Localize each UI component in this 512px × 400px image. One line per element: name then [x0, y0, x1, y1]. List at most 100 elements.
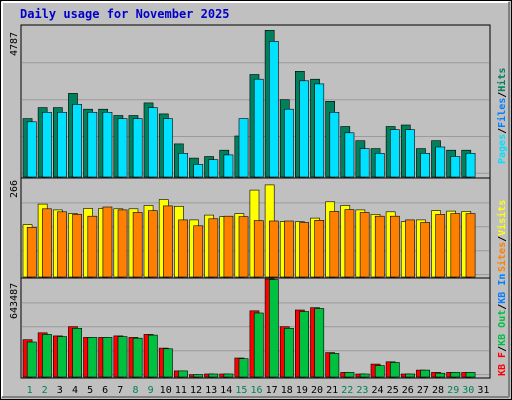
x-tick-label-day-14: 14: [220, 385, 232, 396]
x-tick-label-day-3: 3: [57, 385, 63, 396]
bar-kb-out-day-30: [465, 372, 476, 378]
bar-sites-day-6: [102, 206, 113, 278]
bar-sites-day-27: [420, 222, 431, 278]
legend-hits-files: Pages/Files/Hits: [496, 68, 508, 164]
bar-sites-day-30: [465, 213, 476, 278]
legend-kb-in: KB In: [497, 274, 508, 304]
bar-sites-day-22: [344, 209, 355, 278]
bar-kb-out-day-17: [268, 279, 279, 378]
bar-sites-day-19: [299, 222, 310, 278]
x-tick-label-day-13: 13: [205, 385, 217, 396]
x-tick-label-day-16: 16: [250, 385, 262, 396]
chart-title: Daily usage for November 2025: [20, 7, 230, 21]
bar-kb-out-day-5: [87, 337, 98, 378]
x-axis-labels: 1 2 3 4 5 6 7 8 9 10 11 12 13 14 15 16 17 18 19 20 21 22 23 24 2…: [27, 385, 490, 396]
bar-kb-out-day-9: [148, 334, 158, 378]
x-tick-label-day-21: 21: [326, 385, 338, 396]
bar-files-day-3: [57, 112, 67, 178]
legend-sep-3: /: [497, 236, 508, 242]
bar-sites-day-7: [117, 209, 128, 278]
bar-sites-day-12: [193, 225, 204, 278]
bar-kb-out-day-15: [238, 358, 249, 378]
legend-pages: Pages: [497, 134, 508, 164]
x-tick-label-day-2: 2: [42, 385, 48, 396]
legend-sep-4: /: [497, 346, 508, 352]
bar-sites-day-10: [163, 205, 173, 278]
ymax-label-hits: 4787: [9, 32, 20, 56]
x-tick-label-day-22: 22: [341, 385, 353, 396]
bar-files-day-22: [344, 132, 355, 178]
bar-kb-out-day-10: [163, 348, 173, 378]
panel-frames: [20, 24, 491, 379]
bar-files-day-14: [223, 154, 234, 178]
bar-files-day-11: [178, 153, 188, 178]
x-tick-label-day-24: 24: [371, 385, 383, 396]
x-tick-label-day-6: 6: [102, 385, 108, 396]
bar-files-day-27: [420, 153, 431, 178]
bar-kb-out-day-2: [42, 334, 52, 378]
x-tick-label-day-19: 19: [296, 385, 308, 396]
legend-hits: Hits: [496, 68, 508, 92]
bar-kb-out-day-6: [102, 337, 113, 378]
x-tick-label-day-18: 18: [281, 385, 293, 396]
bar-sites-day-1: [26, 227, 37, 278]
bar-sites-day-8: [132, 212, 143, 278]
bar-sites-day-29: [450, 213, 461, 278]
bar-kb-out-day-13: [208, 373, 219, 378]
bar-kb-out-day-25: [389, 362, 400, 378]
legend-sep-2: /: [497, 92, 508, 98]
bar-files-day-4: [72, 104, 82, 178]
x-tick-label-day-17: 17: [266, 385, 278, 396]
bar-sites-day-5: [87, 215, 98, 278]
bar-files-day-6: [102, 112, 113, 178]
x-tick-label-day-27: 27: [417, 385, 429, 396]
bar-kb-out-day-24: [374, 365, 385, 378]
panel-frame-kbytes: [20, 277, 491, 379]
x-tick-label-day-4: 4: [72, 385, 78, 396]
x-tick-label-day-11: 11: [175, 385, 187, 396]
bar-files-day-21: [329, 112, 340, 178]
x-tick-label-day-20: 20: [311, 385, 323, 396]
x-tick-label-day-28: 28: [432, 385, 444, 396]
ymax-label-kbytes: 643487: [9, 283, 20, 319]
bar-sites-day-21: [329, 211, 340, 278]
bar-files-day-23: [359, 148, 370, 178]
bar-sites-day-17: [268, 220, 279, 278]
x-tick-label-day-12: 12: [190, 385, 202, 396]
x-tick-label-day-7: 7: [117, 385, 123, 396]
bar-kb-out-day-8: [132, 337, 143, 378]
legend-visits: Visits: [496, 200, 508, 236]
x-tick-label-day-31: 31: [477, 385, 489, 396]
bar-kb-out-day-16: [253, 312, 264, 378]
bar-files-day-28: [435, 146, 446, 178]
bar-files-day-17: [268, 41, 279, 178]
bar-kb-out-day-11: [178, 370, 188, 378]
ymax-label-sites: 266: [9, 180, 20, 198]
legend-files: Files: [496, 98, 508, 128]
legend-sites-visits: Sites/Visits: [496, 200, 508, 272]
bar-files-day-9: [148, 107, 158, 178]
bar-sites-day-25: [389, 215, 400, 278]
bar-sites-day-2: [42, 208, 52, 278]
bar-kb-out-day-12: [193, 374, 204, 378]
bar-sites-day-13: [208, 218, 219, 278]
bar-files-day-5: [87, 112, 98, 178]
bar-sites-day-18: [284, 220, 294, 278]
bar-sites-day-24: [374, 215, 385, 278]
x-tick-label-day-26: 26: [402, 385, 414, 396]
bar-kb-out-day-29: [450, 372, 461, 378]
bar-kb-out-day-20: [314, 308, 325, 378]
bar-files-day-20: [314, 83, 325, 178]
bar-sites-day-28: [435, 214, 446, 278]
legend-kb-out: KB Out: [497, 310, 508, 346]
bar-kb-out-day-26: [405, 373, 415, 378]
bar-kb-out-day-14: [223, 373, 234, 378]
bar-files-day-12: [193, 164, 204, 178]
bar-files-day-19: [299, 80, 310, 178]
bar-files-day-1: [26, 121, 37, 178]
x-tick-label-day-10: 10: [160, 385, 172, 396]
bar-files-day-10: [163, 118, 173, 178]
bar-files-day-15: [238, 118, 249, 178]
bar-files-day-8: [132, 118, 143, 178]
bar-sites-day-16: [253, 220, 264, 278]
